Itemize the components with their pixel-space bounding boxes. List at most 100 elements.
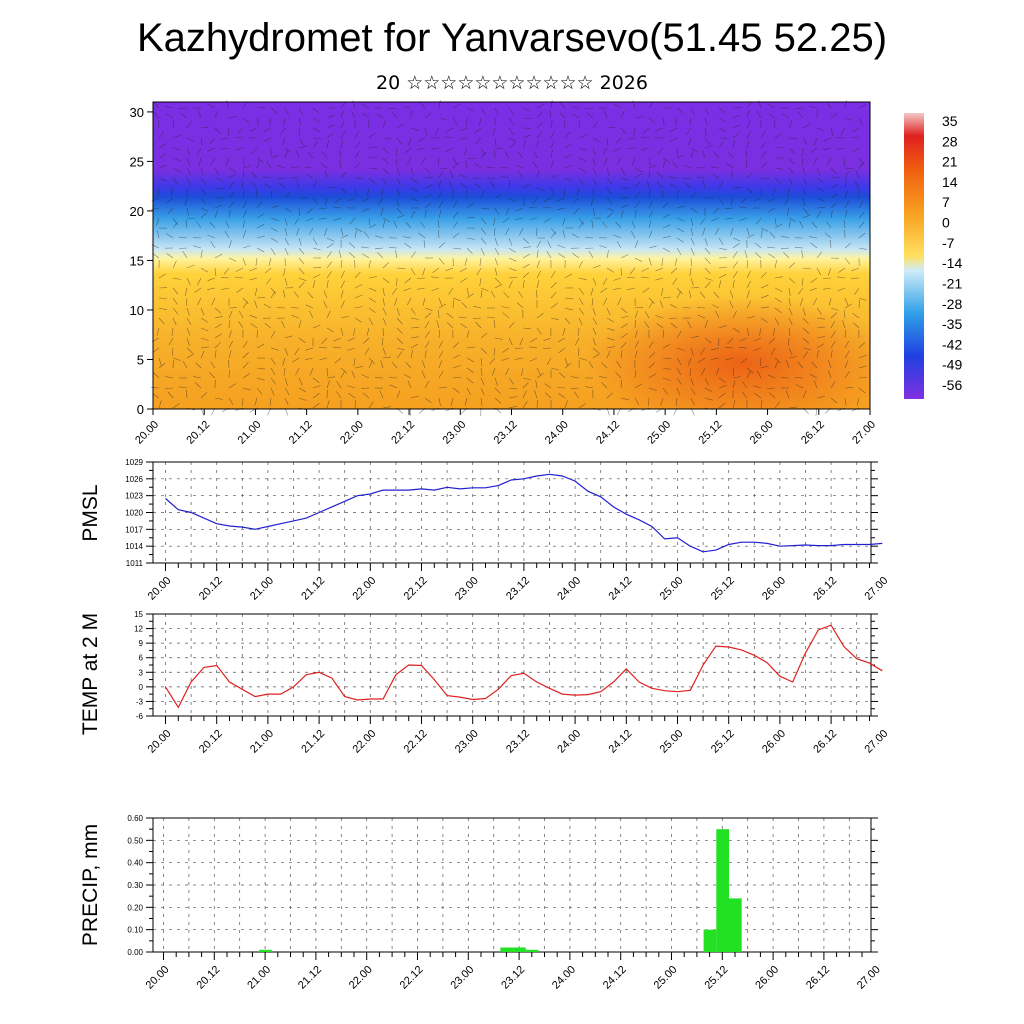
wind-barb (480, 377, 485, 386)
wind-barb (518, 171, 524, 179)
wind-barb (830, 176, 839, 179)
wind-barb (283, 117, 286, 126)
wind-barb (606, 126, 616, 129)
wind-barb (449, 170, 454, 179)
wind-barb (438, 171, 444, 179)
wind-barb (788, 262, 796, 269)
wind-barb (620, 379, 622, 389)
wind-barb (334, 357, 342, 364)
wind-barb (186, 147, 191, 156)
wind-barb (321, 337, 328, 345)
wind-barb (669, 176, 678, 179)
wind-barb (788, 220, 791, 229)
wind-barb (153, 101, 160, 109)
wind-barb (228, 383, 236, 389)
wind-barb (438, 360, 442, 369)
wind-barb (186, 353, 195, 359)
wind-barb (704, 277, 713, 281)
wind-barb (830, 210, 833, 219)
wind-barb (361, 207, 370, 213)
wind-barb (633, 127, 636, 136)
wind-barb (704, 257, 711, 265)
wind-barb (844, 303, 852, 309)
wind-barb (578, 317, 583, 326)
wind-barb (186, 389, 188, 399)
wind-barb (802, 157, 804, 167)
wind-barb (746, 120, 751, 129)
wind-barb (801, 147, 804, 156)
wind-barb (396, 187, 400, 196)
wind-barb (543, 337, 552, 341)
wind-barb (438, 309, 440, 319)
wind-barb (382, 177, 387, 186)
wind-barb (536, 327, 542, 335)
wind-barb (578, 221, 584, 229)
wind-barb (263, 127, 272, 132)
wind-barb (474, 183, 482, 189)
wind-barb (445, 147, 454, 153)
wind-barb (606, 207, 615, 212)
wind-barb (490, 181, 496, 189)
wind-barb (564, 362, 572, 369)
wind-barb (184, 197, 188, 206)
wind-barb (186, 327, 191, 336)
wind-barb (858, 161, 865, 169)
wind-barb (172, 177, 178, 185)
wind-barb (794, 377, 804, 379)
wind-barb (718, 266, 727, 269)
wind-barb (648, 245, 657, 249)
wind-barb (410, 127, 419, 131)
wind-barb (209, 372, 216, 379)
wind-barb (536, 131, 543, 139)
wind-barb (522, 272, 530, 279)
wind-barb (787, 187, 790, 196)
wind-barb (613, 103, 622, 109)
wind-barb (298, 107, 303, 116)
wind-barb (255, 257, 258, 266)
wind-barb (382, 147, 390, 154)
precip-bar (716, 829, 729, 952)
wind-barb (368, 146, 377, 149)
wind-barb (380, 207, 384, 216)
wind-barb (725, 217, 734, 220)
wind-barb (856, 397, 860, 406)
wind-barb (536, 270, 541, 279)
wind-barb (171, 347, 174, 356)
wind-barb (284, 207, 292, 213)
wind-barb (606, 137, 609, 147)
colorbar (904, 113, 924, 399)
wind-barb (522, 117, 532, 120)
wind-barb (323, 300, 328, 309)
wind-vectors (150, 100, 868, 417)
wind-barb (494, 267, 498, 276)
wind-barb (501, 357, 510, 361)
wind-barb (349, 252, 356, 259)
wind-barb (254, 287, 258, 296)
wind-barb (774, 317, 780, 326)
wind-barb (816, 251, 823, 259)
wind-barb (476, 267, 482, 276)
wind-barb (564, 400, 568, 409)
wind-barb (214, 267, 217, 277)
wind-barb (347, 347, 356, 351)
wind-barb (634, 369, 636, 379)
wind-barb (432, 267, 440, 273)
wind-barb (522, 382, 529, 389)
wind-barb (186, 157, 190, 166)
wind-barb (361, 103, 370, 109)
wind-barb (269, 117, 272, 126)
wind-barb (718, 197, 724, 205)
wind-barb (557, 207, 566, 210)
wind-barb (179, 386, 188, 389)
wind-barb (270, 347, 279, 351)
wind-barb (670, 322, 678, 329)
wind-barb (729, 300, 734, 309)
x-tick-label: 21.00 (248, 728, 276, 756)
wind-barb (844, 180, 847, 189)
panel-frame (152, 613, 872, 717)
wind-barb (770, 347, 776, 356)
wind-barb (557, 197, 566, 202)
wind-barb (472, 317, 482, 319)
wind-barb (166, 113, 174, 119)
wind-barb (214, 210, 218, 219)
